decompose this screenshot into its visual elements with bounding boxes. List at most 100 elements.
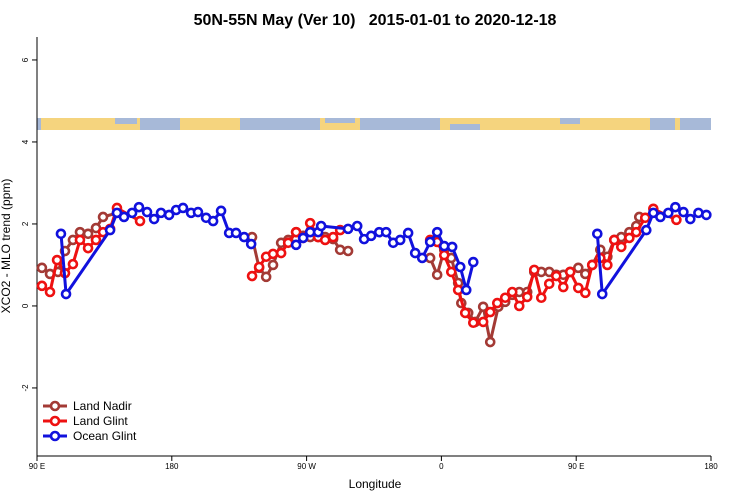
ocean-patch — [560, 118, 580, 124]
legend-marker — [49, 415, 61, 427]
data-point — [409, 247, 421, 259]
data-point — [459, 307, 471, 319]
data-point — [290, 226, 302, 238]
data-point — [468, 317, 479, 329]
data-point — [342, 245, 354, 257]
data-point — [630, 226, 642, 238]
data-point — [134, 215, 146, 227]
ocean-patch — [240, 118, 320, 130]
x-tick-label: 0 — [439, 462, 444, 471]
data-point — [380, 226, 392, 238]
data-point — [572, 282, 584, 294]
data-point — [253, 261, 265, 273]
data-point — [327, 231, 339, 243]
data-point — [624, 232, 635, 244]
data-point — [655, 211, 666, 223]
x-tick-label: 180 — [704, 462, 718, 471]
data-point — [431, 269, 443, 281]
data-point — [543, 278, 555, 290]
data-point — [290, 239, 302, 251]
data-point — [416, 252, 428, 264]
data-point — [267, 259, 279, 271]
data-point — [155, 207, 167, 219]
x-tick-label: 180 — [165, 462, 179, 471]
data-point — [438, 249, 450, 261]
data-point — [207, 215, 219, 227]
data-point — [148, 213, 160, 225]
data-point — [536, 292, 547, 304]
map-strip — [37, 118, 711, 130]
data-point — [126, 207, 138, 219]
data-point — [424, 236, 436, 248]
data-point — [592, 228, 603, 240]
data-point — [118, 211, 130, 223]
data-point — [572, 262, 584, 274]
legend-label: Land Glint — [73, 414, 128, 428]
data-point — [55, 228, 67, 240]
data-point — [477, 301, 489, 313]
data-point — [104, 224, 116, 236]
data-point — [506, 286, 518, 298]
data-point — [499, 292, 511, 304]
data-point — [586, 259, 598, 271]
data-point — [60, 288, 72, 300]
data-point — [51, 254, 63, 266]
data-point — [602, 259, 613, 271]
data-point — [663, 207, 674, 219]
ocean-patch — [140, 118, 180, 130]
ocean-patch — [680, 118, 711, 130]
data-point — [454, 261, 466, 273]
data-point — [640, 224, 652, 236]
data-point — [315, 220, 327, 232]
data-point — [491, 297, 503, 309]
data-point — [36, 262, 48, 274]
x-tick-label: 90 W — [297, 462, 316, 471]
data-point — [238, 231, 250, 243]
data-point — [477, 316, 489, 328]
x-tick-label: 90 E — [29, 462, 45, 471]
data-point — [36, 280, 48, 292]
y-tick-label: -2 — [21, 384, 30, 392]
data-point — [97, 211, 109, 223]
data-point — [365, 230, 377, 242]
series — [55, 201, 712, 300]
data-point — [177, 202, 189, 214]
data-point — [468, 256, 479, 268]
y-tick-label: 4 — [21, 139, 30, 144]
data-point — [163, 209, 175, 221]
legend-marker — [49, 430, 61, 442]
data-point — [513, 300, 525, 312]
data-point — [558, 281, 569, 293]
ocean-patch — [360, 118, 440, 130]
data-point — [402, 227, 414, 239]
y-tick-label: 2 — [21, 221, 30, 226]
data-point — [580, 287, 591, 299]
chart-title: 50N-55N May (Ver 10) 2015-01-01 to 2020-… — [194, 12, 557, 29]
data-point — [44, 286, 56, 298]
data-point — [550, 270, 562, 282]
data-point — [275, 247, 287, 259]
data-point — [701, 209, 712, 221]
data-point — [394, 234, 406, 246]
data-point — [260, 271, 272, 283]
data-point — [133, 201, 145, 213]
data-point — [304, 217, 316, 229]
data-point — [460, 284, 472, 296]
legend-label: Land Nadir — [73, 399, 132, 413]
data-point — [596, 288, 608, 300]
data-point — [446, 241, 458, 253]
data-point — [297, 232, 309, 244]
data-point — [141, 206, 153, 218]
y-tick-label: 0 — [21, 303, 30, 308]
data-point — [521, 291, 533, 303]
y-axis-label: XCO2 - MLO trend (ppm) — [0, 179, 13, 314]
ocean-patch — [325, 118, 355, 123]
data-point — [564, 266, 576, 278]
ocean-patch — [650, 118, 675, 130]
ocean-patch — [37, 118, 41, 130]
x-tick-label: 90 E — [568, 462, 584, 471]
data-point — [445, 266, 457, 278]
data-point — [67, 258, 79, 270]
data-point — [608, 234, 620, 246]
